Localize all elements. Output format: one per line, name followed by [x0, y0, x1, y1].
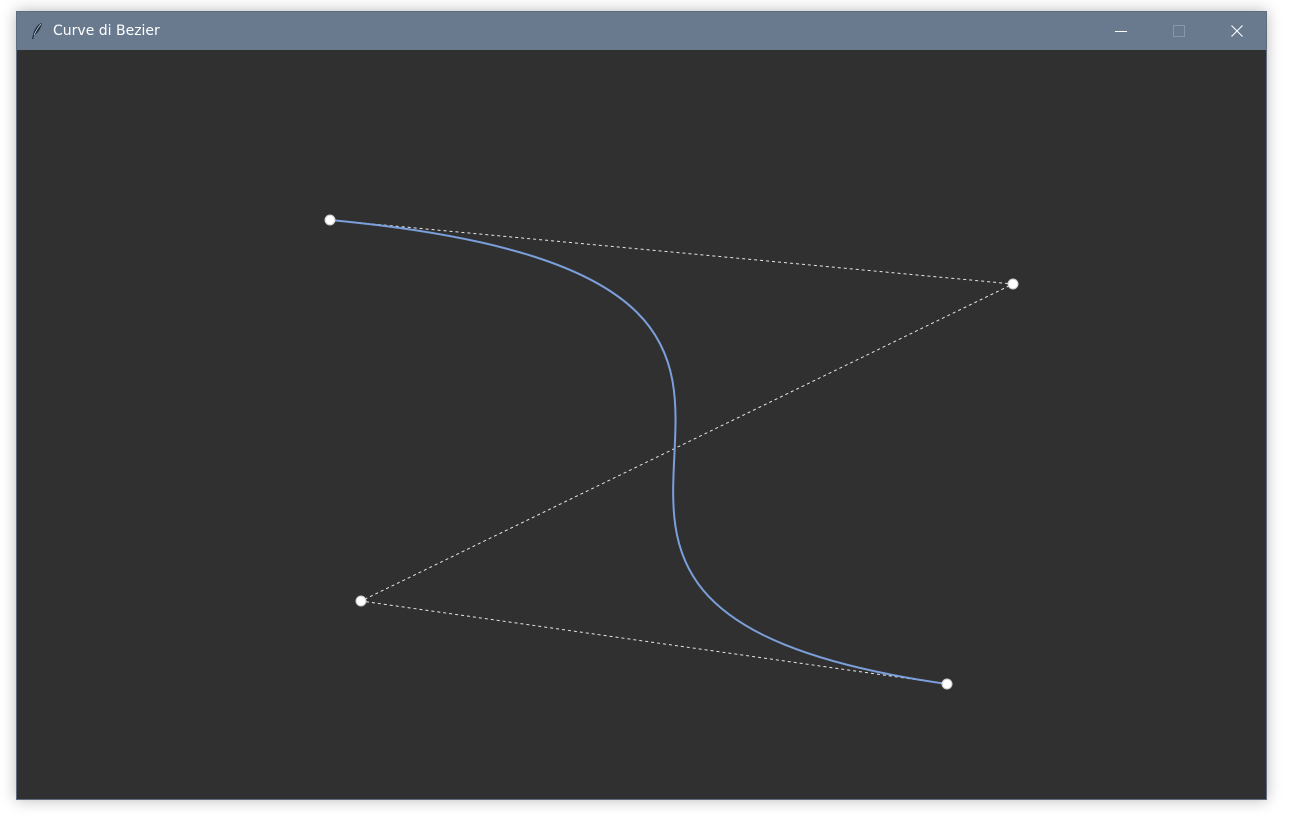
maximize-icon: [1173, 25, 1185, 37]
canvas-background: [17, 50, 1266, 799]
close-icon: [1231, 25, 1243, 37]
window-controls: [1092, 12, 1266, 50]
close-button[interactable]: [1208, 12, 1266, 50]
control-polygon: [329, 219, 1015, 685]
control-point-0[interactable]: [324, 214, 336, 226]
bezier-canvas-svg[interactable]: [17, 50, 1266, 799]
control-point-1[interactable]: [1007, 278, 1019, 290]
control-points: [324, 214, 1019, 690]
minimize-icon: [1115, 25, 1127, 37]
minimize-button[interactable]: [1092, 12, 1150, 50]
feather-icon: [29, 23, 45, 39]
maximize-button[interactable]: [1150, 12, 1208, 50]
app-window: Curve di Bezier: [16, 11, 1267, 800]
drawing-canvas[interactable]: [17, 50, 1266, 799]
control-point-3[interactable]: [941, 678, 953, 690]
title-bar[interactable]: Curve di Bezier: [17, 12, 1266, 50]
control-point-2[interactable]: [355, 595, 367, 607]
bezier-curve: [329, 219, 948, 685]
window-title: Curve di Bezier: [53, 23, 160, 39]
